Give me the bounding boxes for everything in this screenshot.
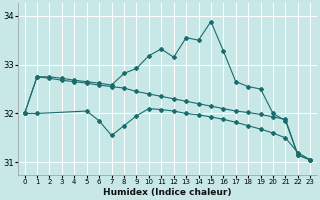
- X-axis label: Humidex (Indice chaleur): Humidex (Indice chaleur): [103, 188, 232, 197]
